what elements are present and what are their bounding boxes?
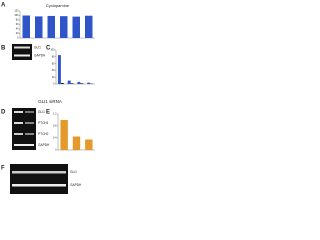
bar [47, 15, 55, 38]
panel-letter: C [46, 46, 51, 52]
y-tick-label: 0.8 [53, 125, 57, 128]
y-tick-label: 40 [52, 69, 55, 72]
y-tick-label: 80 [52, 55, 55, 58]
gel [12, 44, 32, 60]
bar [57, 55, 61, 84]
y-tick-label: 0 [53, 83, 55, 86]
y-tick-label: 20 [16, 32, 19, 35]
gel-label: GAPDH [38, 143, 50, 147]
gel-band [25, 133, 34, 135]
heading: GLI1 siRNA [38, 99, 62, 104]
panel-letter: B [1, 46, 6, 52]
gel-band [14, 46, 30, 49]
panel-letter: F [1, 166, 5, 172]
gel-label: GAPDH [70, 183, 82, 187]
y-tick-label: 20 [52, 76, 55, 79]
panel-letter: D [1, 110, 6, 116]
bar [77, 81, 81, 84]
y-tick-label: 100 [50, 49, 55, 52]
bar [67, 80, 71, 84]
gel-band [14, 54, 30, 57]
gel-label: GAPDH [34, 53, 46, 57]
y-tick-label: 0 [17, 37, 19, 40]
page: A B C D E F GLI1 siRNA GLI1 GAPDH GLI1 P… [1, 2, 95, 194]
bar [60, 120, 68, 150]
bar [80, 83, 84, 84]
gel-band [12, 171, 66, 174]
y-tick-label: 60 [16, 23, 19, 26]
bar [85, 15, 93, 38]
y-tick-label: 100 [14, 14, 19, 17]
y-tick-label: 0.4 [53, 137, 57, 140]
y-tick-label: 80 [16, 19, 19, 22]
figure: A B C D E F GLI1 siRNA GLI1 GAPDH GLI1 P… [1, 3, 95, 194]
gel-label: GLI1 [38, 110, 45, 114]
bar [85, 139, 93, 150]
y-tick-label: 120 [14, 10, 19, 13]
bar [72, 136, 81, 150]
gel [12, 108, 36, 150]
bar [60, 82, 64, 84]
y-tick-label: 60 [52, 62, 55, 65]
bar [72, 16, 80, 38]
gel-band [14, 111, 23, 113]
panel-letter: E [46, 110, 50, 116]
bar [22, 15, 30, 38]
gel-label: PTCH1 [38, 121, 49, 125]
gel-label: GLI1 [34, 45, 41, 49]
y-tick-label: 40 [16, 28, 19, 31]
y-tick-label: 0 [55, 149, 57, 152]
y-tick-label: 1.2 [53, 113, 57, 116]
bar [35, 16, 43, 38]
gel-label: GLI1 [70, 170, 77, 174]
gel-band [14, 122, 23, 124]
bar [60, 16, 68, 38]
gel-band [14, 144, 34, 146]
chart-title: Cyclopamine [46, 3, 70, 8]
bar [87, 82, 91, 84]
gel-band [12, 184, 66, 187]
gel-label: PTCH2 [38, 132, 49, 136]
gel-band [25, 122, 34, 124]
gel [10, 164, 68, 194]
gel-band [25, 111, 34, 113]
gel-band [14, 133, 23, 135]
panel-letter: A [1, 3, 6, 9]
bar [70, 83, 74, 84]
